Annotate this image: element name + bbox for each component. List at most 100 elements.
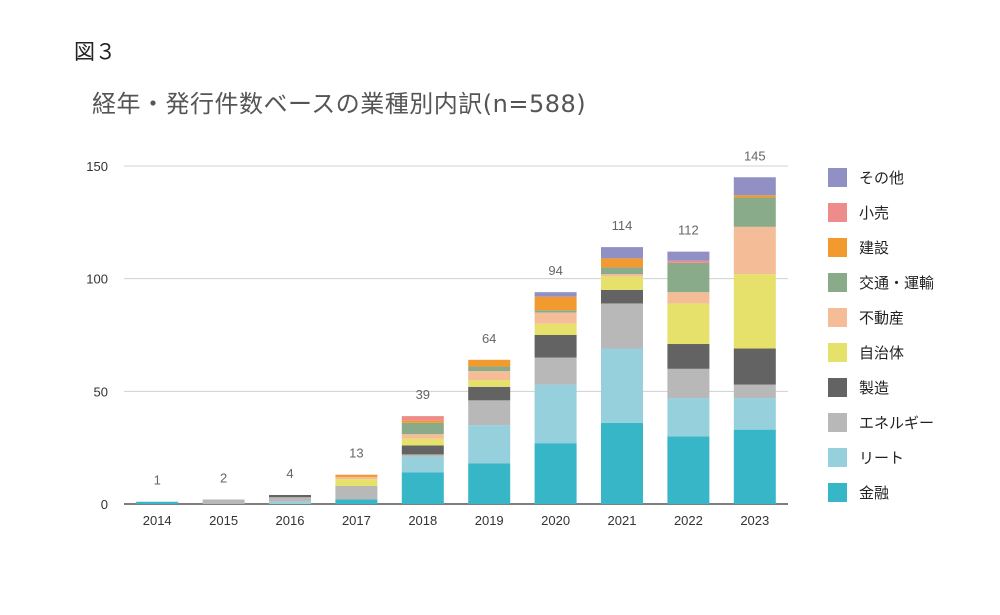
x-tick-label: 2021 [608,513,637,528]
legend-swatch [828,203,847,222]
legend-label: リート [859,449,905,467]
legend-item: 小売 [828,195,934,230]
bar-segment [534,292,577,297]
bar-segment [733,384,776,399]
bar-segment [401,454,444,457]
legend-item: 製造 [828,370,934,405]
legend-label: 自治体 [859,344,905,362]
bar-segment [534,335,577,358]
bar-segment [667,368,710,399]
bar-segment [667,303,710,345]
y-tick-label: 50 [94,384,108,399]
bar-segment [601,348,643,423]
bar-total-label: 114 [612,218,633,233]
bar-total-label: 4 [286,466,293,481]
bar-segment [401,422,444,435]
bar-segment [468,359,511,367]
bar-segment [601,289,643,304]
bar-segment [335,476,378,480]
bar-segment [601,276,643,290]
bar-total-label: 39 [416,387,430,402]
bar-segment [733,398,776,430]
legend-swatch [828,343,847,362]
bar-segment [667,292,710,304]
x-tick-label: 2016 [276,513,305,528]
bar-total-label: 112 [678,223,699,238]
bar-segment [335,479,378,486]
bar-segment [601,247,643,259]
bar-segment [401,416,444,421]
x-tick-label: 2014 [143,513,172,528]
bar-total-label: 64 [482,331,496,346]
bar-segment [601,303,643,349]
bar-segment [401,438,444,446]
legend-item: エネルギー [828,405,934,440]
bar-segment [534,323,577,335]
bar-segment [733,195,776,198]
bar-segment [667,262,710,293]
legend-label: 交通・運輸 [859,274,935,292]
bar-segment [468,400,511,426]
legend-swatch [828,168,847,187]
x-tick-label: 2022 [674,513,703,528]
legend-item: 交通・運輸 [828,265,934,300]
legend-swatch [828,448,847,467]
legend-swatch [828,273,847,292]
bar-segment [534,312,577,324]
bar-segment [269,497,311,502]
bar-segment [667,344,710,369]
bar-segment [601,274,643,277]
bar-total-label: 94 [548,263,562,278]
legend-swatch [828,413,847,432]
bar-segment [733,177,776,196]
bar-segment [534,357,577,385]
bar-segment [667,251,710,261]
x-tick-label: 2019 [475,513,504,528]
bar-total-label: 13 [349,446,363,461]
bar-segment [401,472,444,504]
figure-label: 図３ [74,40,116,64]
x-tick-label: 2020 [541,513,570,528]
legend-label: 金融 [859,484,890,502]
bar-total-label: 145 [744,148,766,163]
legend-swatch [828,483,847,502]
legend-label: 不動産 [859,309,905,327]
bar-segment [601,422,643,504]
bar-segment [601,258,643,268]
legend-label: 小売 [859,204,890,222]
legend-item: 建設 [828,230,934,265]
bar-segment [667,398,710,437]
bar-segment [401,434,444,439]
bar-segment [136,501,179,504]
bar-segment [468,463,511,504]
bar-segment [468,380,511,387]
legend-swatch [828,378,847,397]
bar-segment [733,429,776,504]
legend-label: エネルギー [859,414,935,432]
chart-legend: その他小売建設交通・運輸不動産自治体製造エネルギーリート金融 [828,160,934,510]
bar-segment [401,445,444,455]
bar-total-label: 1 [154,473,161,488]
legend-item: リート [828,440,934,475]
y-tick-label: 150 [86,159,108,174]
x-tick-label: 2018 [408,513,437,528]
legend-item: 不動産 [828,300,934,335]
legend-label: その他 [859,169,905,187]
x-tick-label: 2023 [740,513,769,528]
bar-segment [733,274,776,349]
bar-segment [733,226,776,275]
bar-segment [269,501,311,504]
legend-label: 建設 [859,239,890,257]
bar-segment [667,436,710,504]
bar-segment [468,386,511,401]
x-tick-label: 2015 [209,513,238,528]
y-tick-label: 0 [101,497,108,512]
chart-title: 経年・発行件数ベースの業種別内訳(n=588) [92,90,587,118]
legend-swatch [828,238,847,257]
legend-item: 金融 [828,475,934,510]
bar-segment [335,485,378,500]
legend-swatch [828,308,847,327]
bar-segment [733,197,776,227]
bar-segment [733,348,776,385]
